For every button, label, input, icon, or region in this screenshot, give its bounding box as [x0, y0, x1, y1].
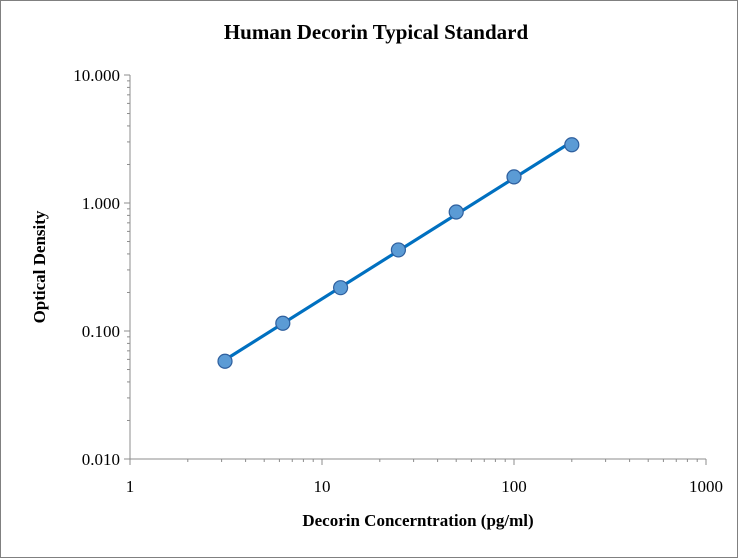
x-tick-label: 10 — [314, 477, 331, 496]
chart-title: Human Decorin Typical Standard — [224, 20, 529, 44]
y-tick-label: 1.000 — [82, 194, 120, 213]
y-axis-title: Optical Density — [30, 210, 49, 323]
data-point — [217, 353, 233, 369]
x-tick-label: 1000 — [689, 477, 723, 496]
axes: 0.010 0.100 1.000 10.000 1 10 100 1000 — [73, 66, 723, 496]
x-axis-title: Decorin Concerntration (pg/ml) — [302, 511, 533, 530]
y-tick-label: 10.000 — [73, 66, 120, 85]
x-tick-label: 1 — [126, 477, 135, 496]
data-point — [448, 204, 464, 220]
plot-area — [217, 137, 580, 369]
data-point — [390, 242, 407, 258]
y-tick-label: 0.100 — [82, 322, 120, 341]
data-point — [506, 169, 522, 185]
data-point — [275, 315, 291, 331]
data-point — [564, 137, 580, 153]
x-tick-label: 100 — [501, 477, 527, 496]
data-point — [333, 280, 349, 296]
y-tick-label: 0.010 — [82, 450, 120, 469]
